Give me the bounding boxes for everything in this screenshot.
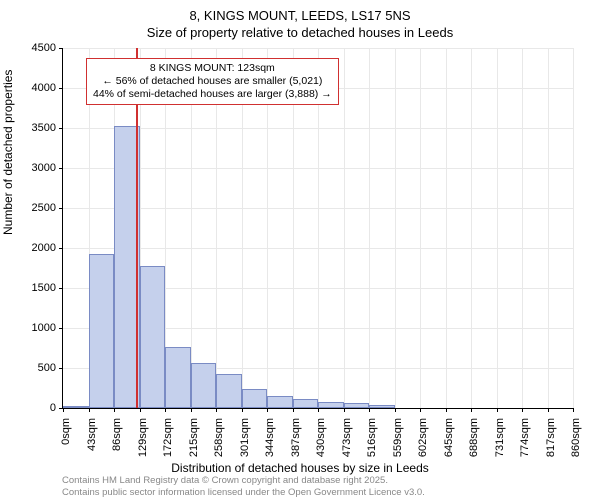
histogram-bar [165, 347, 191, 408]
histogram-bar [242, 389, 268, 408]
gridline-vertical [446, 48, 447, 408]
histogram-bar [369, 405, 395, 408]
x-tick-mark [548, 408, 549, 412]
histogram-bar [293, 399, 319, 408]
y-tick-label: 3000 [16, 162, 56, 174]
gridline-vertical [420, 48, 421, 408]
x-tick-mark [318, 408, 319, 412]
x-tick-mark [369, 408, 370, 412]
chart-title-line2: Size of property relative to detached ho… [0, 25, 600, 40]
gridline-vertical [471, 48, 472, 408]
histogram-bar [344, 403, 370, 408]
gridline-vertical [369, 48, 370, 408]
y-tick-label: 500 [16, 362, 56, 374]
y-tick-label: 4500 [16, 42, 56, 54]
footer-line2: Contains public sector information licen… [62, 487, 425, 498]
chart-container: 8, KINGS MOUNT, LEEDS, LS17 5NS Size of … [0, 0, 600, 500]
histogram-bar [191, 363, 217, 408]
annotation-line3: 44% of semi-detached houses are larger (… [93, 88, 332, 101]
histogram-bar [216, 374, 242, 408]
x-tick-mark [522, 408, 523, 412]
gridline-vertical [573, 48, 574, 408]
gridline-vertical [548, 48, 549, 408]
y-tick-mark [59, 88, 63, 89]
y-tick-mark [59, 288, 63, 289]
gridline-vertical [344, 48, 345, 408]
annotation-line1: 8 KINGS MOUNT: 123sqm [93, 62, 332, 75]
histogram-bar [267, 396, 293, 408]
x-tick-mark [267, 408, 268, 412]
x-tick-mark [216, 408, 217, 412]
y-tick-label: 2500 [16, 202, 56, 214]
y-tick-mark [59, 368, 63, 369]
x-axis-label: Distribution of detached houses by size … [0, 461, 600, 475]
y-tick-label: 1000 [16, 322, 56, 334]
x-tick-mark [89, 408, 90, 412]
x-tick-mark [497, 408, 498, 412]
x-tick-mark [165, 408, 166, 412]
histogram-bar [318, 402, 344, 408]
annotation-line2: ← 56% of detached houses are smaller (5,… [93, 75, 332, 88]
gridline-vertical [395, 48, 396, 408]
histogram-bar [140, 266, 166, 408]
y-tick-mark [59, 328, 63, 329]
y-tick-label: 0 [16, 402, 56, 414]
footer: Contains HM Land Registry data © Crown c… [62, 475, 425, 498]
y-tick-label: 4000 [16, 82, 56, 94]
y-tick-label: 2000 [16, 242, 56, 254]
y-tick-mark [59, 208, 63, 209]
y-tick-label: 3500 [16, 122, 56, 134]
x-tick-mark [395, 408, 396, 412]
y-tick-mark [59, 48, 63, 49]
x-tick-mark [471, 408, 472, 412]
x-tick-mark [573, 408, 574, 412]
y-axis-label: Number of detached properties [1, 70, 15, 235]
y-tick-mark [59, 248, 63, 249]
histogram-bar [63, 406, 89, 408]
x-tick-mark [140, 408, 141, 412]
x-tick-mark [420, 408, 421, 412]
x-tick-mark [446, 408, 447, 412]
histogram-bar [89, 254, 115, 408]
x-tick-mark [293, 408, 294, 412]
y-tick-mark [59, 128, 63, 129]
y-tick-label: 1500 [16, 282, 56, 294]
gridline-vertical [522, 48, 523, 408]
x-tick-mark [63, 408, 64, 412]
x-tick-mark [191, 408, 192, 412]
x-tick-mark [114, 408, 115, 412]
annotation-box: 8 KINGS MOUNT: 123sqm ← 56% of detached … [86, 58, 339, 105]
x-tick-mark [242, 408, 243, 412]
y-tick-mark [59, 168, 63, 169]
x-tick-mark [344, 408, 345, 412]
footer-line1: Contains HM Land Registry data © Crown c… [62, 475, 425, 486]
chart-title-line1: 8, KINGS MOUNT, LEEDS, LS17 5NS [0, 8, 600, 23]
gridline-vertical [497, 48, 498, 408]
